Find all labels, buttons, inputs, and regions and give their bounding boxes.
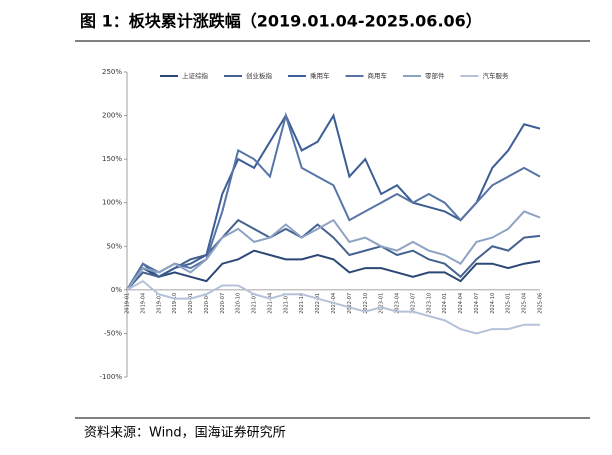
y-tick-label: 0% <box>111 286 122 294</box>
x-tick-label: 2023-01 <box>379 293 385 314</box>
x-tick-label: 2020-07 <box>220 293 226 314</box>
y-tick-label: 250% <box>102 68 122 76</box>
x-tick-label: 2019-01 <box>125 293 131 314</box>
y-tick-label: 50% <box>106 242 122 250</box>
y-tick-label: 150% <box>102 155 122 163</box>
x-tick-label: 2020-10 <box>236 293 242 314</box>
x-tick-label: 2024-04 <box>458 293 464 314</box>
x-tick-label: 2024-07 <box>474 293 480 314</box>
x-tick-label: 2023-04 <box>395 293 401 314</box>
x-tick-label: 2021-04 <box>267 293 273 314</box>
x-tick-label: 2024-01 <box>442 293 448 314</box>
series-line <box>126 218 541 291</box>
x-tick-label: 2019-07 <box>156 293 162 314</box>
series-line <box>126 210 541 291</box>
legend-label: 上证综指 <box>182 71 209 80</box>
x-tick-label: 2021-01 <box>252 293 258 314</box>
chart-title: 图 1：板块累计涨跌幅（2019.01.04-2025.06.06） <box>80 12 482 31</box>
legend-label: 乘用车 <box>310 71 330 80</box>
x-tick-label: 2025-06 <box>538 293 544 314</box>
y-tick-label: -100% <box>99 373 122 381</box>
x-tick-label: 2023-10 <box>426 293 432 314</box>
x-tick-label: 2025-01 <box>506 293 512 314</box>
y-tick-label: 200% <box>102 112 122 120</box>
x-tick-label: 2022-10 <box>363 293 369 314</box>
x-tick-label: 2019-10 <box>172 293 178 314</box>
x-tick-label: 2022-07 <box>347 293 353 314</box>
source-note: 资料来源：Wind，国海证券研究所 <box>84 425 286 441</box>
legend-label: 创业板指 <box>246 71 273 80</box>
x-tick-label: 2020-01 <box>188 293 194 314</box>
x-tick-label: 2024-10 <box>490 293 496 314</box>
legend-label: 零部件 <box>425 71 445 80</box>
x-tick-label: 2021-07 <box>283 293 289 314</box>
legend-label: 商用车 <box>368 71 388 80</box>
x-tick-label: 2021-10 <box>299 293 305 314</box>
x-tick-label: 2020-04 <box>204 293 210 314</box>
y-tick-label: 100% <box>102 199 122 207</box>
x-tick-label: 2023-07 <box>410 293 416 314</box>
series-line <box>126 111 541 291</box>
y-tick-label: -50% <box>104 329 122 337</box>
x-tick-label: 2025-04 <box>522 293 528 314</box>
x-tick-label: 2022-01 <box>315 293 321 314</box>
legend-label: 汽车服务 <box>483 71 510 80</box>
series-line <box>126 279 540 335</box>
series-line <box>126 249 541 291</box>
x-tick-label: 2019-04 <box>140 293 146 314</box>
